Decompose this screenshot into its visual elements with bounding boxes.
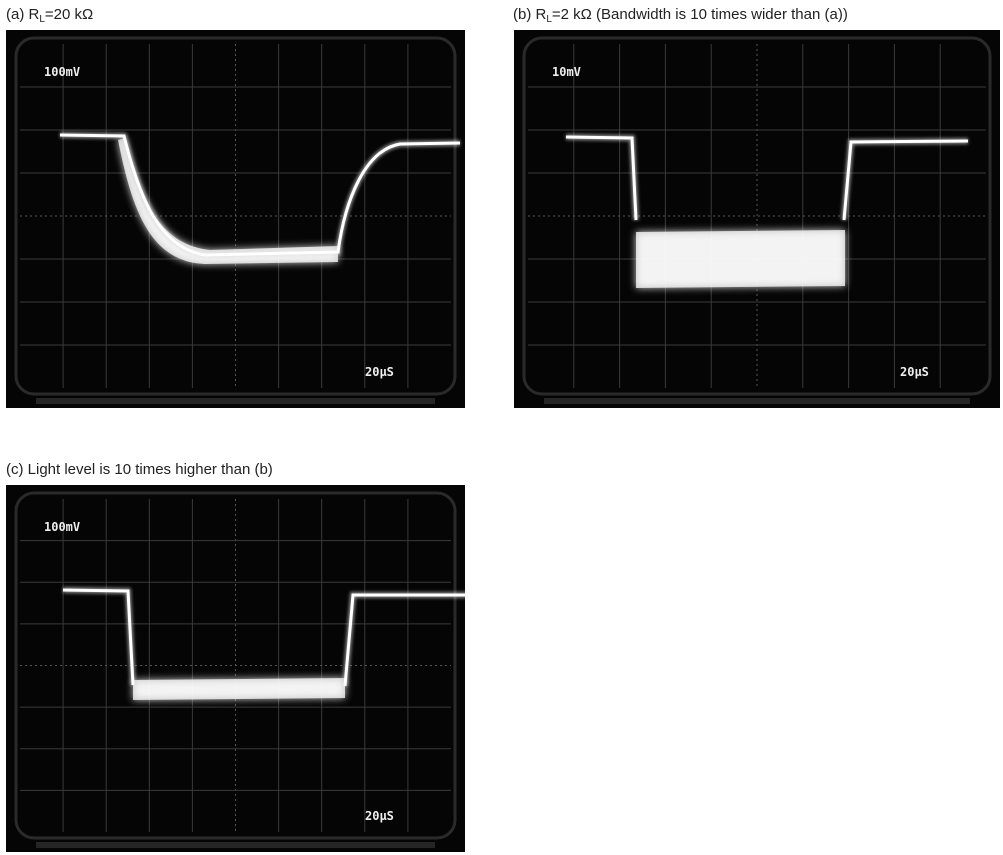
trace [59, 133, 461, 257]
time-scale: 20µS [365, 809, 394, 823]
caption: (b) RL=2 kΩ (Bandwidth is 10 times wider… [513, 6, 848, 25]
caption-text: (a) R [6, 6, 40, 23]
caption-text: (b) R [513, 6, 547, 23]
time-scale: 20µS [365, 365, 394, 379]
caption-text: =2 kΩ (Bandwidth is 10 times wider than … [552, 6, 848, 23]
caption: (c) Light level is 10 times higher than … [6, 461, 273, 478]
caption-text: (c) Light level is 10 times higher than … [6, 461, 273, 478]
caption-text: =20 kΩ [45, 6, 93, 23]
screen-reflection [36, 842, 435, 848]
screen-bezel [14, 491, 457, 840]
caption: (a) RL=20 kΩ [6, 6, 93, 25]
screen-bezel [14, 36, 457, 396]
scope-screen: 100mV 20µS [6, 30, 465, 408]
scope-screen: 100mV 20µS [6, 485, 467, 852]
caption-subscript: L [546, 14, 552, 25]
voltage-scale: 10mV [552, 65, 581, 79]
caption-subscript: L [39, 14, 45, 25]
trace [133, 678, 345, 700]
trace [565, 135, 969, 221]
time-scale: 20µS [900, 365, 929, 379]
scope-screen: 10mV 20µS [514, 30, 1000, 408]
trace [636, 230, 845, 288]
voltage-scale: 100mV [44, 520, 80, 534]
voltage-scale: 100mV [44, 65, 80, 79]
trace [62, 588, 467, 687]
screen-bezel [522, 36, 992, 396]
screen-reflection [36, 398, 435, 404]
screen-reflection [544, 398, 970, 404]
